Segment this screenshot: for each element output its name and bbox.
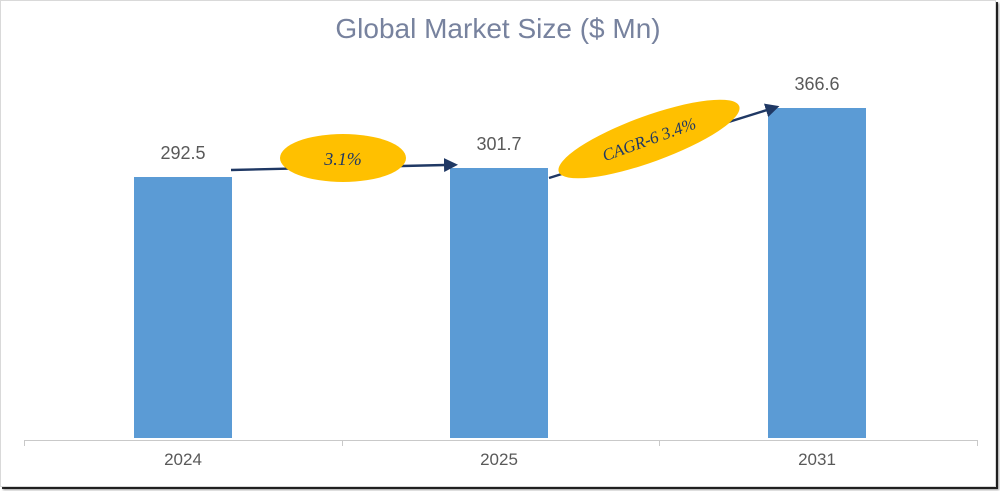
svg-text:3.1%: 3.1% bbox=[323, 149, 362, 169]
